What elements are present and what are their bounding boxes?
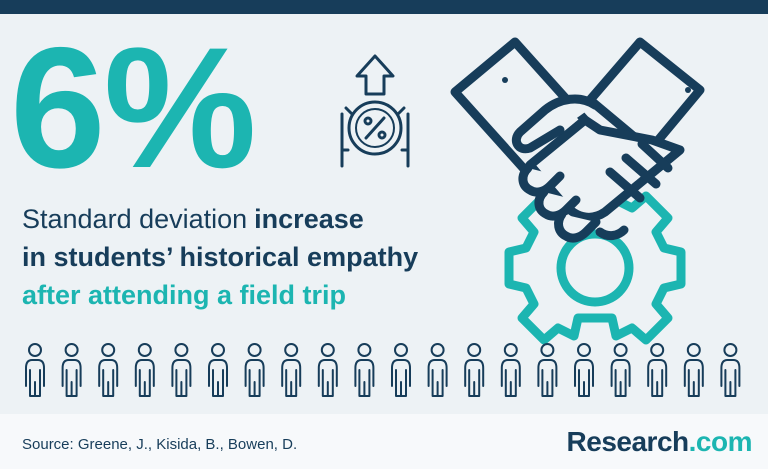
- person-part: [613, 343, 628, 357]
- person-icon: [61, 343, 82, 397]
- person-part: [134, 359, 155, 397]
- person-part: [650, 343, 665, 357]
- people-row: [25, 343, 741, 397]
- source-text: Source: Greene, J., Kisida, B., Bowen, D…: [22, 436, 298, 453]
- person-part: [683, 359, 704, 397]
- gear-icon: [504, 178, 686, 345]
- person-part: [281, 359, 302, 397]
- person-part: [430, 343, 445, 357]
- person-part: [211, 343, 225, 357]
- person-icon: [354, 343, 375, 397]
- person-icon: [391, 343, 411, 397]
- percent-icon: [340, 54, 410, 168]
- statement-text: Standard deviation: [22, 204, 248, 234]
- person-part: [720, 359, 741, 397]
- person-icon: [317, 343, 338, 397]
- person-part: [25, 359, 45, 397]
- person-icon: [244, 343, 265, 397]
- person-part: [171, 359, 192, 397]
- person-part: [647, 359, 668, 397]
- statement-emphasis: increase: [254, 204, 364, 234]
- person-icon: [647, 343, 668, 397]
- person-icon: [683, 343, 704, 397]
- top-bar: [0, 0, 768, 14]
- person-part: [137, 343, 152, 357]
- person-icon: [537, 343, 558, 397]
- person-part: [320, 343, 335, 357]
- person-icon: [610, 343, 631, 397]
- brand-suffix: .com: [688, 426, 753, 457]
- person-part: [427, 359, 448, 397]
- person-part: [64, 343, 79, 357]
- person-part: [284, 343, 299, 357]
- person-icon: [500, 343, 521, 397]
- person-part: [208, 359, 228, 397]
- person-icon: [464, 343, 485, 397]
- brand-logo: Research.com: [566, 426, 753, 458]
- person-part: [500, 359, 521, 397]
- person-part: [317, 359, 338, 397]
- person-part: [723, 343, 738, 357]
- statement-line: after attending a field trip: [22, 280, 347, 310]
- person-part: [391, 359, 411, 397]
- headline-stat: 6%: [10, 12, 257, 204]
- person-icon: [208, 343, 228, 397]
- person-icon: [720, 343, 741, 397]
- person-icon: [98, 343, 119, 397]
- person-part: [354, 359, 375, 397]
- person-part: [61, 359, 82, 397]
- person-part: [98, 359, 119, 397]
- person-icon: [281, 343, 302, 397]
- brand-name: Research: [566, 426, 690, 457]
- statement-line: in students’ historical empathy: [22, 242, 419, 272]
- person-icon: [171, 343, 192, 397]
- person-part: [244, 359, 265, 397]
- person-part: [247, 343, 262, 357]
- person-part: [540, 343, 555, 357]
- person-part: [503, 343, 518, 357]
- statement-line: Standard deviation increase: [22, 206, 364, 233]
- person-part: [357, 343, 372, 357]
- person-part: [537, 359, 558, 397]
- person-part: [686, 343, 701, 357]
- person-part: [574, 359, 594, 397]
- person-icon: [427, 343, 448, 397]
- person-icon: [134, 343, 155, 397]
- person-part: [577, 343, 591, 357]
- handshake-icon: [450, 37, 705, 243]
- person-part: [467, 343, 482, 357]
- person-part: [101, 343, 116, 357]
- person-part: [464, 359, 485, 397]
- person-part: [610, 359, 631, 397]
- person-icon: [574, 343, 594, 397]
- person-part: [28, 343, 42, 357]
- person-icon: [25, 343, 45, 397]
- footer-band: [0, 414, 768, 469]
- person-part: [394, 343, 408, 357]
- person-part: [174, 343, 189, 357]
